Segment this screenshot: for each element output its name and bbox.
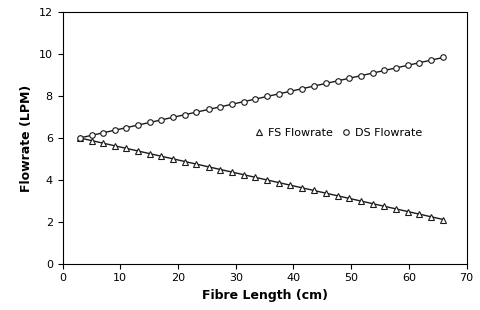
DS Flowrate [170, 115, 176, 119]
DS Flowrate [334, 79, 340, 83]
DS Flowrate [346, 76, 352, 80]
DS Flowrate [310, 84, 316, 88]
FS Flowrate [264, 178, 269, 182]
DS Flowrate [416, 61, 421, 64]
FS Flowrate [88, 139, 94, 142]
DS Flowrate [404, 64, 410, 67]
DS Flowrate [77, 136, 83, 140]
FS Flowrate [310, 188, 316, 192]
FS Flowrate [393, 207, 398, 211]
FS Flowrate [229, 170, 235, 174]
Line: FS Flowrate: FS Flowrate [77, 135, 445, 222]
DS Flowrate [112, 128, 118, 132]
FS Flowrate [123, 147, 129, 150]
FS Flowrate [416, 212, 421, 216]
FS Flowrate [170, 157, 176, 161]
FS Flowrate [146, 152, 152, 156]
FS Flowrate [369, 202, 375, 206]
DS Flowrate [381, 69, 386, 72]
FS Flowrate [299, 186, 304, 190]
FS Flowrate [135, 149, 141, 153]
FS Flowrate [381, 205, 386, 208]
DS Flowrate [358, 74, 363, 78]
DS Flowrate [193, 110, 199, 114]
Legend: FS Flowrate, DS Flowrate: FS Flowrate, DS Flowrate [250, 126, 423, 140]
FS Flowrate [193, 162, 199, 166]
DS Flowrate [276, 92, 281, 96]
DS Flowrate [123, 126, 129, 130]
FS Flowrate [287, 183, 293, 187]
X-axis label: Fibre Length (cm): Fibre Length (cm) [201, 289, 327, 302]
DS Flowrate [100, 131, 106, 135]
DS Flowrate [158, 118, 164, 122]
DS Flowrate [240, 100, 246, 104]
FS Flowrate [217, 168, 223, 171]
DS Flowrate [287, 89, 293, 93]
DS Flowrate [393, 66, 398, 70]
DS Flowrate [205, 108, 211, 111]
DS Flowrate [323, 82, 328, 85]
FS Flowrate [181, 160, 187, 163]
FS Flowrate [205, 165, 211, 169]
Line: DS Flowrate: DS Flowrate [77, 55, 445, 141]
Y-axis label: Flowrate (LPM): Flowrate (LPM) [20, 84, 33, 192]
DS Flowrate [217, 105, 223, 108]
DS Flowrate [427, 58, 433, 62]
FS Flowrate [77, 136, 83, 140]
FS Flowrate [276, 181, 281, 184]
FS Flowrate [346, 197, 352, 200]
DS Flowrate [440, 55, 445, 59]
FS Flowrate [358, 199, 363, 203]
FS Flowrate [323, 191, 328, 195]
DS Flowrate [146, 121, 152, 124]
DS Flowrate [181, 113, 187, 117]
FS Flowrate [334, 194, 340, 198]
DS Flowrate [299, 87, 304, 91]
FS Flowrate [240, 173, 246, 177]
DS Flowrate [264, 95, 269, 98]
FS Flowrate [100, 141, 106, 145]
DS Flowrate [229, 102, 235, 106]
DS Flowrate [135, 123, 141, 127]
FS Flowrate [112, 144, 118, 148]
DS Flowrate [252, 97, 258, 101]
FS Flowrate [427, 215, 433, 219]
FS Flowrate [158, 154, 164, 158]
DS Flowrate [369, 71, 375, 75]
DS Flowrate [88, 134, 94, 137]
FS Flowrate [440, 218, 445, 221]
FS Flowrate [404, 210, 410, 213]
FS Flowrate [252, 175, 258, 179]
